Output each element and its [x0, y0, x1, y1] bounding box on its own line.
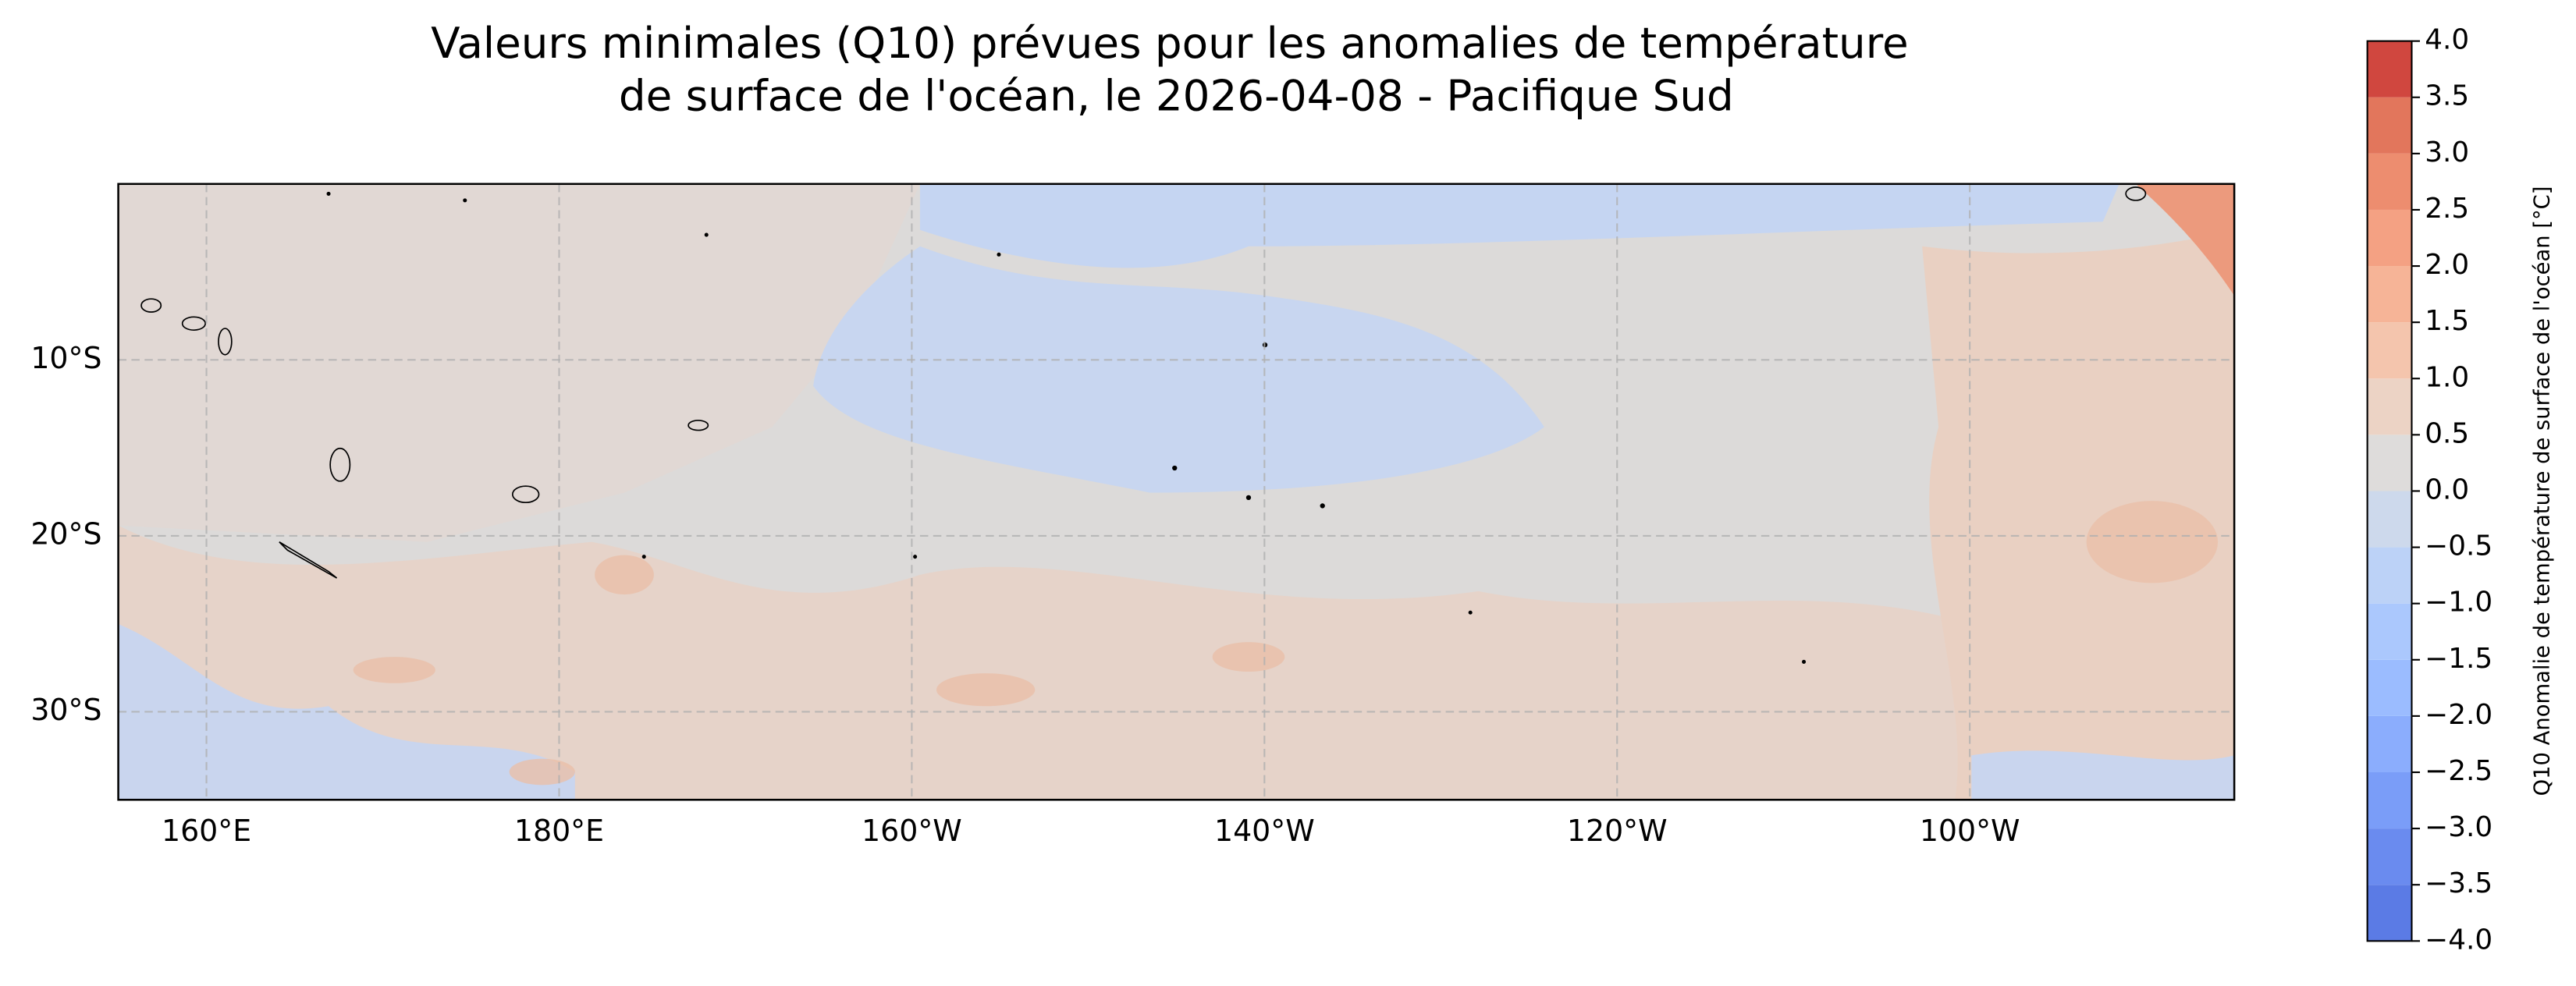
x-tick-label: 140°W [1214, 814, 1315, 848]
colorbar-tick-label: 0.5 [2425, 417, 2469, 449]
title-line: de surface de l'océan, le 2026-04-08 - P… [619, 70, 1734, 120]
y-tick-label: 30°S [30, 693, 101, 727]
colorbar-bin [2367, 603, 2412, 660]
colorbar-bin [2367, 547, 2412, 604]
colorbar: −4.0 −3.5 −3.0 −2.5 −2.0 −1.5 −1.0 −0.5 0.0 0.5 1.… [2366, 24, 2493, 956]
colorbar-bin [2367, 771, 2412, 829]
y-tick-label: 10°S [30, 341, 101, 375]
sst-field [118, 183, 2235, 800]
colorbar-tick-label: 3.5 [2425, 80, 2469, 112]
colorbar-bin [2367, 491, 2412, 548]
colorbar-tick-label: 2.5 [2425, 193, 2469, 225]
colorbar-tick-label: −3.0 [2425, 811, 2493, 843]
colorbar-tick-label: −0.5 [2425, 530, 2493, 562]
colorbar-bin [2367, 715, 2412, 772]
colorbar-bin [2367, 434, 2412, 491]
colorbar-bin [2367, 209, 2412, 267]
colorbar-bin [2367, 41, 2412, 98]
colorbar-tick-label: −4.0 [2425, 924, 2493, 956]
colorbar-tick-label: 0.0 [2425, 473, 2469, 505]
y-tick-label: 20°S [30, 516, 101, 551]
colorbar-bin [2367, 322, 2412, 379]
colorbar-tick-label: −1.5 [2425, 643, 2493, 675]
colorbar-tick-label: −1.0 [2425, 587, 2493, 619]
colorbar-tick-label: 4.0 [2425, 24, 2469, 56]
colorbar-label: Q10 Anomalie de température de surface d… [2530, 186, 2554, 796]
x-tick-label: 100°W [1920, 814, 2020, 848]
colorbar-tick-label: −2.0 [2425, 699, 2493, 731]
colorbar-bin [2367, 97, 2412, 154]
x-tick-label: 120°W [1567, 814, 1668, 848]
colorbar-tick-label: 1.5 [2425, 305, 2469, 337]
x-tick-label: 160°E [162, 814, 251, 848]
colorbar-bin [2367, 659, 2412, 716]
colorbar-bin [2367, 266, 2412, 323]
colorbar-bin [2367, 153, 2412, 210]
colorbar-tick-label: 2.0 [2425, 249, 2469, 281]
colorbar-tick-label: −2.5 [2425, 755, 2493, 787]
colorbar-tick-label: −3.5 [2425, 867, 2493, 899]
title-line: Valeurs minimales (Q10) prévues pour les… [431, 18, 1909, 68]
colorbar-tick-label: 1.0 [2425, 361, 2469, 393]
x-tick-label: 180°E [514, 814, 604, 848]
x-tick-label: 160°W [862, 814, 962, 848]
colorbar-tick-label: 3.0 [2425, 137, 2469, 168]
colorbar-bin [2367, 378, 2412, 435]
map-frame [117, 183, 2236, 801]
colorbar-bin [2367, 885, 2412, 942]
grid: 160°E 180°E 160°W 140°W 120°W 100°W 10°S 20°S 30… [30, 183, 2235, 848]
colorbar-bin [2367, 828, 2412, 885]
